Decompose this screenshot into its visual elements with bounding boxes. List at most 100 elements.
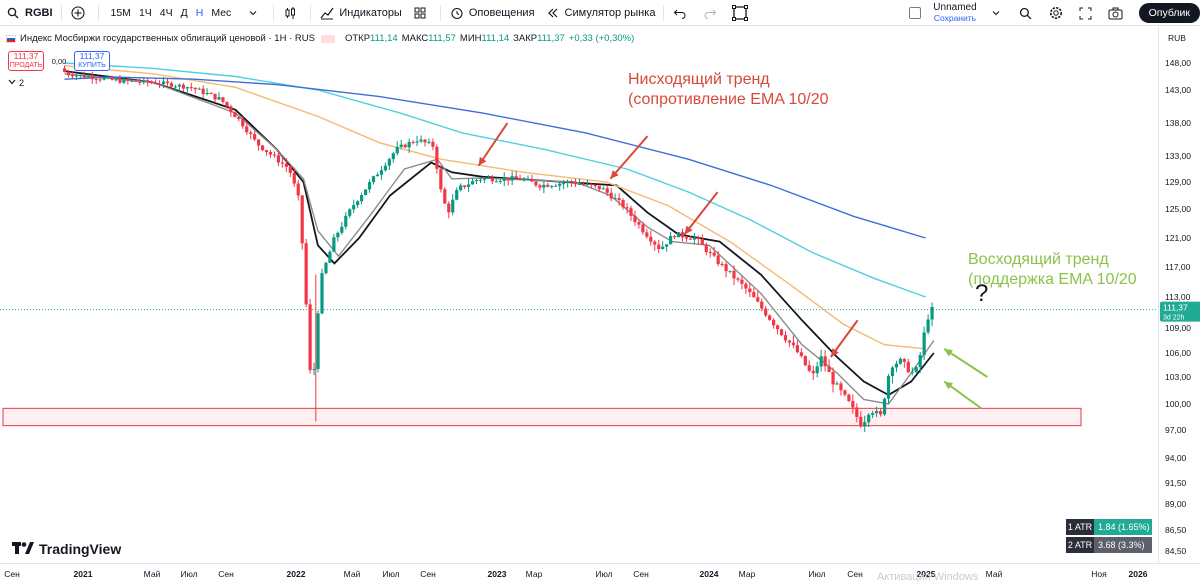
layout-dropdown[interactable] — [983, 0, 1013, 26]
candle-body — [470, 181, 475, 185]
indicators-toggle[interactable]: 2 — [8, 78, 24, 88]
redo-button[interactable] — [697, 0, 727, 26]
timeframe-5[interactable]: Мес — [211, 6, 232, 19]
candle-body — [684, 237, 689, 239]
ema-line-3[interactable] — [64, 62, 926, 298]
replay-button[interactable]: Симулятор рынка — [540, 0, 661, 26]
chevron-down-icon — [988, 5, 1004, 21]
fullscreen-button[interactable] — [1073, 0, 1103, 26]
tradingview-logo[interactable]: TradingView — [12, 541, 121, 557]
annotation-arrow-5[interactable] — [943, 380, 982, 410]
candle-body — [930, 306, 934, 320]
support-zone[interactable] — [2, 407, 1082, 427]
settings-button[interactable] — [1043, 0, 1073, 26]
candle-body — [431, 141, 435, 147]
timeframe-3[interactable]: Д — [180, 6, 188, 19]
price-tick-label: 84,50 — [1165, 546, 1187, 556]
candle-body — [878, 411, 883, 415]
uptrend-annotation: Восходящий тренд (поддержка EMA 10/20 — [968, 250, 1137, 290]
candle-body — [150, 82, 154, 84]
annotation-arrow-4[interactable] — [943, 347, 988, 378]
layout-menu[interactable]: Unnamed Сохранить — [933, 3, 977, 24]
candle-body — [249, 132, 253, 134]
current-price-tag[interactable]: 111,37 3d 22h — [1160, 301, 1200, 322]
candle-body — [542, 184, 546, 188]
candle-body — [764, 308, 768, 316]
candle-body — [787, 340, 792, 343]
candle-body — [768, 315, 772, 320]
publish-label: Опублик — [1148, 7, 1190, 19]
candle-body — [871, 413, 875, 415]
candle-body — [98, 79, 102, 81]
candle-body — [415, 141, 419, 143]
annotation-arrow-3[interactable] — [830, 319, 859, 358]
quick-search-button[interactable] — [1013, 0, 1043, 26]
time-tick-label: 2021 — [74, 569, 93, 579]
publish-button[interactable]: Опублик — [1138, 3, 1200, 23]
candle-body — [459, 185, 463, 191]
chart-type-button[interactable] — [277, 0, 307, 26]
ema-line-1[interactable] — [64, 73, 935, 405]
candle-body — [518, 178, 522, 180]
screenshot-area-button[interactable] — [727, 0, 757, 26]
snapshot-button[interactable] — [1103, 0, 1133, 26]
undo-button[interactable] — [667, 0, 697, 26]
candle-body — [237, 117, 241, 119]
candles[interactable] — [62, 65, 934, 432]
legend-eye-icon[interactable] — [320, 34, 335, 43]
buy-button[interactable]: 111,37 КУПИТЬ — [74, 51, 110, 71]
time-tick-label: Май — [144, 569, 161, 579]
candle-body — [419, 139, 423, 142]
chevron-down-icon — [8, 78, 16, 88]
candle-body — [875, 411, 879, 414]
alerts-label: Оповещения — [468, 6, 535, 19]
sell-button[interactable]: 111,37 ПРОДАТЬ — [8, 51, 44, 71]
atr-panel: 1 ATR 1.84 (1.65%) 2 ATR 3.68 (3.3%) — [1066, 519, 1152, 555]
timeframe-group: 15М 1Ч 4Ч Д Н Мес — [102, 0, 241, 26]
compare-button[interactable] — [65, 0, 95, 26]
legend-title: Индекс Мосбиржи государственных облигаци… — [20, 33, 315, 44]
candle-body — [62, 68, 67, 72]
annotation-arrow-2[interactable] — [683, 191, 719, 235]
price-axis[interactable]: 148,00 143,00 138,00 133,00 129,00 125,00 121,… — [1158, 27, 1200, 563]
currency-label[interactable]: RUB — [1168, 33, 1186, 43]
candle-body — [514, 176, 518, 179]
price-tick-label: 91,50 — [1165, 478, 1187, 488]
time-axis[interactable]: Сен 2021 Май Июл Сен 2022 Май Июл Сен 2023 Мар Июл С… — [0, 563, 1200, 582]
divider — [663, 4, 665, 21]
candle-body — [700, 238, 704, 245]
annotation-arrow-1[interactable] — [609, 135, 649, 180]
uptrend-line1: Восходящий тренд — [968, 251, 1109, 268]
ema-line-4[interactable] — [64, 76, 926, 239]
layout-checkbox[interactable] — [909, 7, 922, 19]
templates-button[interactable] — [407, 0, 437, 26]
candle-body — [902, 358, 906, 362]
timeframe-4[interactable]: Н — [195, 6, 204, 19]
candle-body — [455, 190, 459, 200]
symbol-search[interactable]: RGBI — [0, 0, 58, 26]
timeframe-2[interactable]: 4Ч — [159, 6, 173, 19]
candle-body — [348, 209, 352, 216]
timeframe-0[interactable]: 15М — [110, 6, 131, 19]
alerts-button[interactable]: Оповещения — [444, 0, 540, 26]
time-tick-label: Май — [986, 569, 1003, 579]
indicator-count: 2 — [19, 78, 25, 88]
indicators-button[interactable]: Индикаторы — [314, 0, 407, 26]
candle-body — [427, 141, 431, 143]
candle-body — [328, 251, 332, 263]
candle-body — [815, 366, 819, 374]
fullscreen-icon — [1078, 5, 1094, 21]
candle-body — [340, 226, 344, 233]
ema-line-2[interactable] — [64, 65, 926, 350]
atr-value: 1.84 (1.65%) — [1094, 519, 1152, 535]
time-tick-label: Сен — [4, 569, 20, 579]
layout-save-link[interactable]: Сохранить — [933, 13, 977, 23]
candle-body — [704, 244, 708, 253]
annotation-arrow-0[interactable] — [477, 122, 509, 167]
timeframe-dropdown[interactable] — [240, 0, 270, 26]
timeframe-1[interactable]: 1Ч — [138, 6, 152, 19]
candle-body — [649, 236, 653, 242]
price-chart[interactable] — [0, 27, 1158, 563]
right-toolbar: Unnamed Сохранить — [909, 0, 1200, 26]
price-tick-label: 103,00 — [1165, 372, 1191, 382]
